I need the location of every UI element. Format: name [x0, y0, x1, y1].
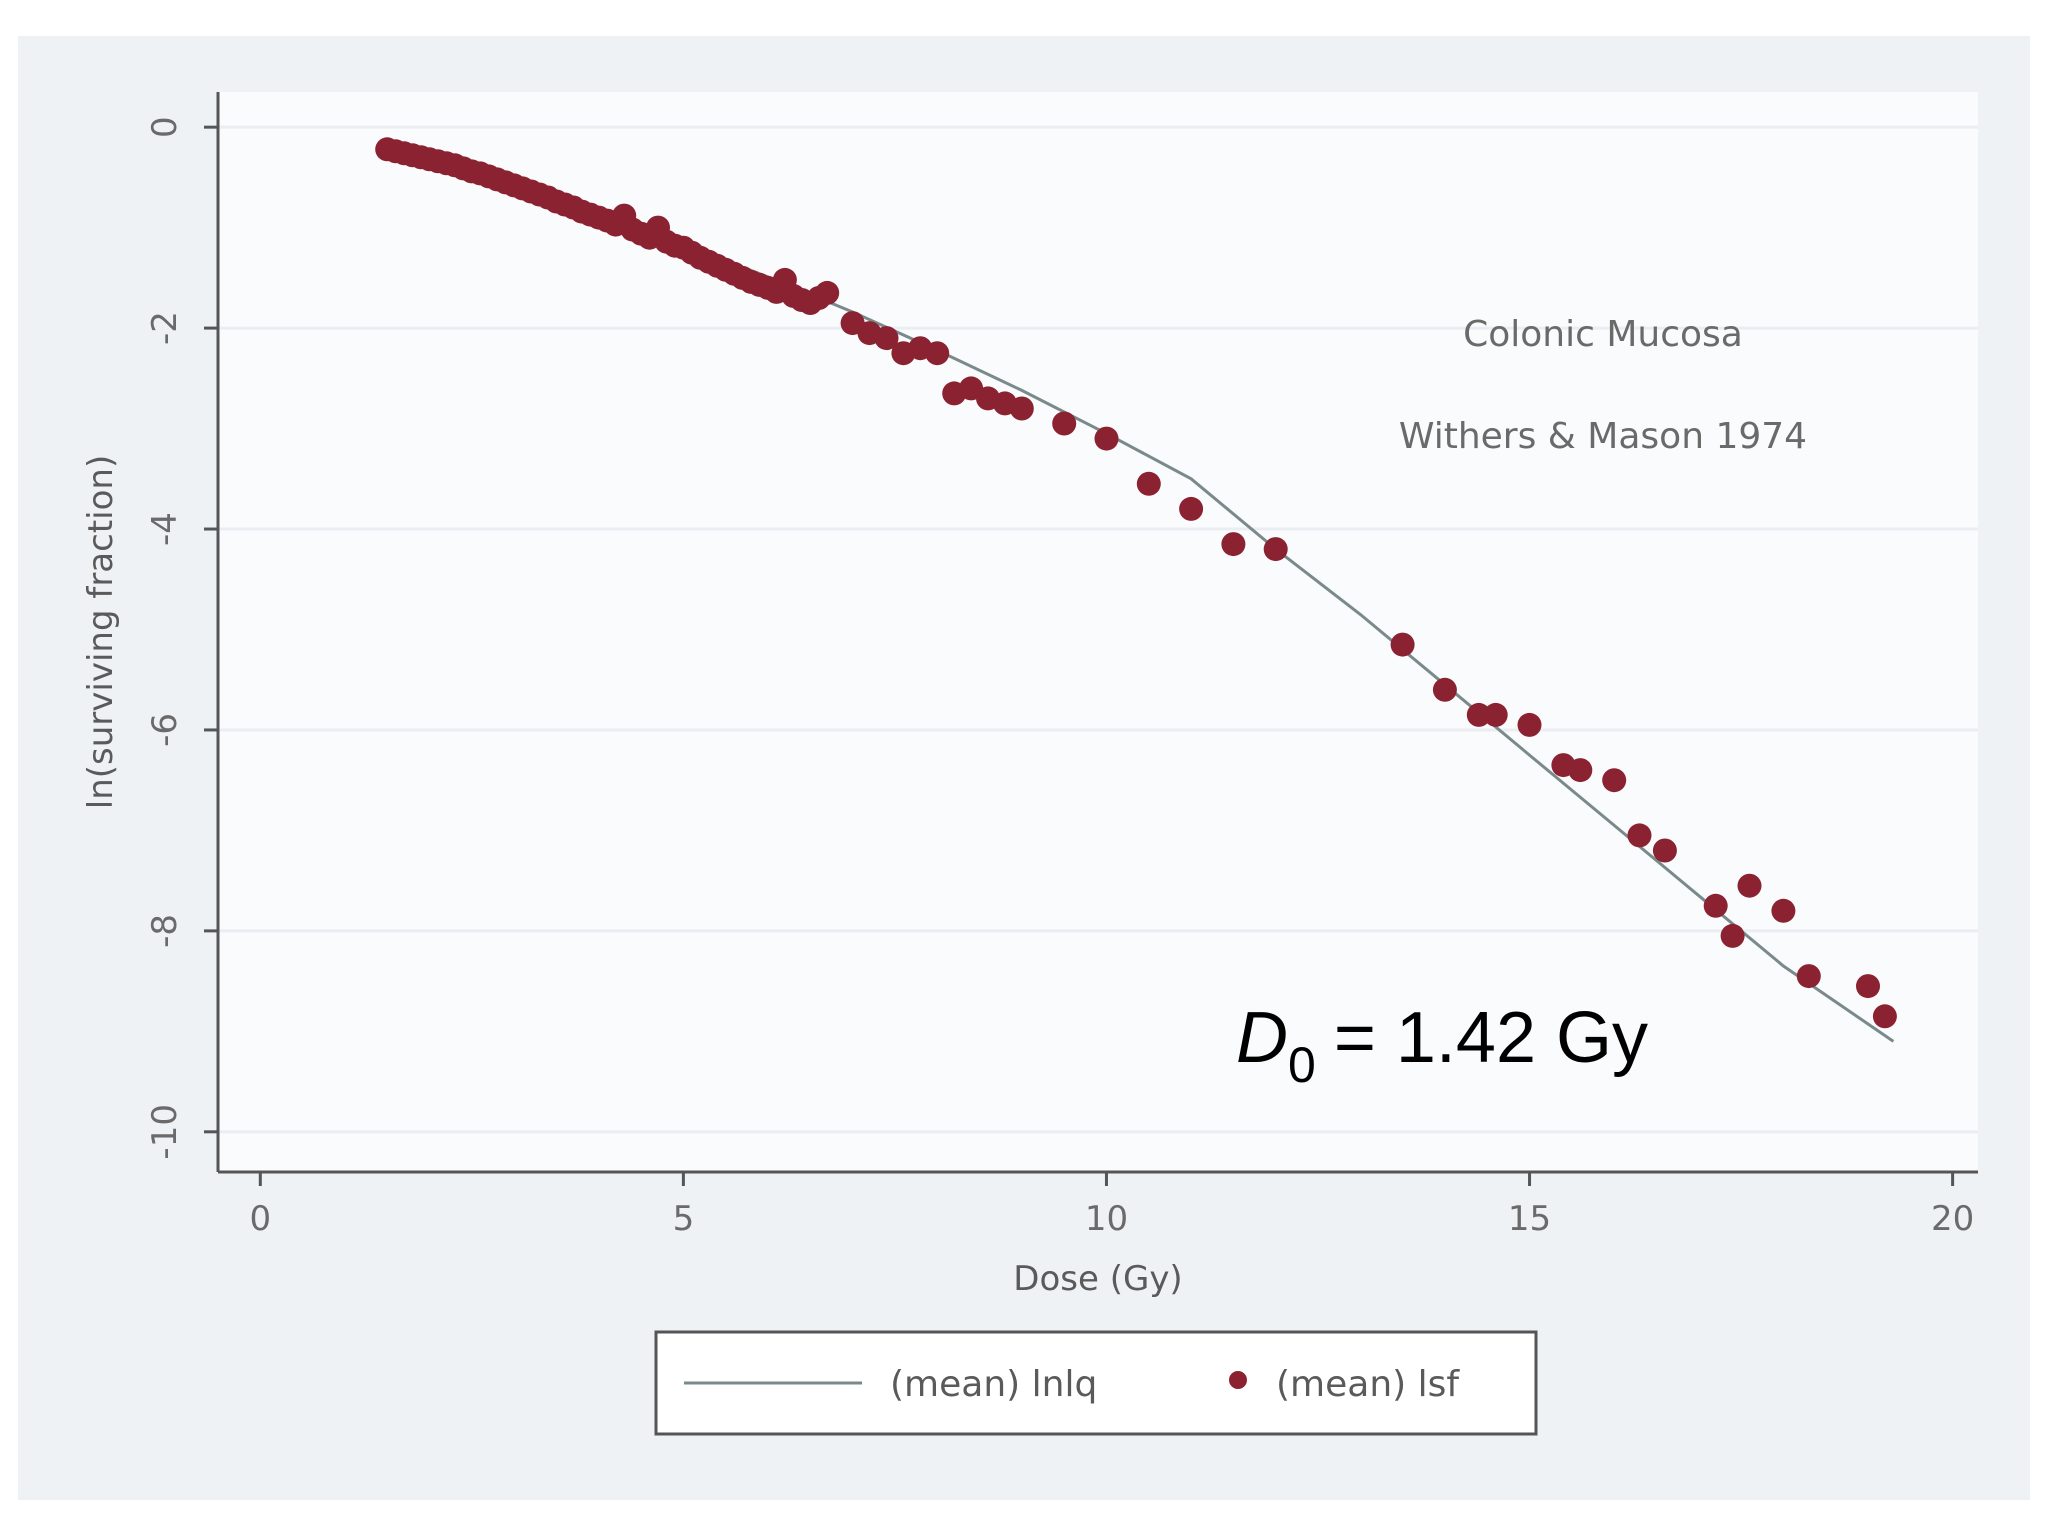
y-axis-title: ln(surviving fraction): [81, 455, 121, 809]
legend-label-points: (mean) lsf: [1276, 1364, 1460, 1405]
y-tick-label: -6: [145, 713, 185, 747]
d0-value: = 1.42 Gy: [1334, 998, 1648, 1078]
annotation-colonic-mucosa: Colonic Mucosa: [1463, 314, 1743, 355]
x-tick-label: 20: [1931, 1199, 1974, 1239]
x-tick-label: 5: [673, 1199, 695, 1239]
data-point: [1432, 677, 1457, 702]
annotation-withers-mason: Withers & Mason 1974: [1399, 416, 1807, 457]
data-point: [1094, 426, 1119, 451]
plot-area: [218, 92, 1978, 1172]
y-tick-label: 0: [145, 116, 185, 138]
y-tick-label: -8: [145, 914, 185, 948]
data-point: [1136, 471, 1161, 496]
y-tick-label: -10: [145, 1104, 185, 1160]
axes: [216, 92, 1978, 1174]
data-point: [1856, 974, 1880, 999]
series-points-group: [375, 137, 1897, 1029]
data-point: [1483, 702, 1508, 727]
data-point: [1517, 712, 1542, 737]
y-tick-label: -2: [145, 311, 185, 345]
x-tick-label: 15: [1508, 1199, 1551, 1239]
data-point: [1796, 964, 1821, 989]
data-point: [874, 326, 899, 351]
data-point: [1052, 411, 1077, 436]
data-point: [1263, 537, 1288, 562]
data-point: [1221, 532, 1246, 557]
x-tick-label: 10: [1085, 1199, 1128, 1239]
data-point: [1390, 632, 1415, 657]
data-point: [1009, 396, 1034, 421]
data-point: [1602, 768, 1627, 793]
legend: (mean) lnlq (mean) lsf: [654, 1330, 1538, 1436]
grid-lines: [218, 125, 1978, 1134]
data-point: [1466, 702, 1491, 727]
x-axis-title: Dose (Gy): [1013, 1259, 1182, 1299]
data-point: [1872, 1004, 1897, 1029]
data-point: [1737, 873, 1762, 898]
y-tick-label: -4: [145, 512, 185, 546]
data-point: [1179, 496, 1204, 521]
data-point: [1771, 898, 1796, 923]
data-point: [925, 341, 950, 366]
data-point: [1720, 923, 1745, 948]
data-point: [1703, 893, 1728, 918]
legend-point-swatch: [1229, 1371, 1247, 1389]
data-point: [1652, 838, 1677, 863]
data-point: [1627, 823, 1652, 848]
data-point: [1568, 758, 1593, 783]
y-ticks: 0 -2 -4 -6 -8 -10: [145, 116, 218, 1160]
d0-symbol: D: [1236, 998, 1288, 1078]
data-point: [815, 280, 840, 305]
d0-subscript: 0: [1288, 1037, 1316, 1093]
legend-label-line: (mean) lnlq: [890, 1364, 1097, 1405]
annotation-d0: D0 = 1.42 Gy: [1236, 998, 1648, 1093]
x-ticks: 0 5 10 15 20: [249, 1172, 1974, 1239]
x-tick-label: 0: [249, 1199, 271, 1239]
